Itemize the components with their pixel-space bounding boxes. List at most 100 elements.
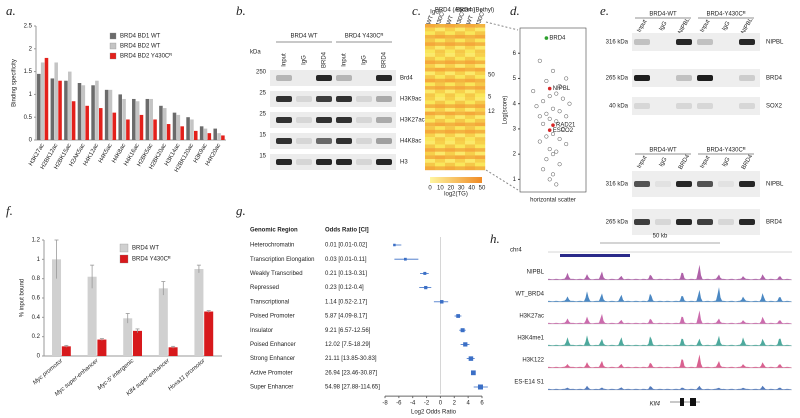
scale-label: 50 kb: [653, 234, 668, 240]
antibody-label: H4K8ac: [400, 139, 421, 145]
heatmap-cell: [435, 67, 446, 72]
bar: [52, 259, 62, 356]
row-odds-ratio: 21.11 [13.85-30.83]: [325, 356, 377, 362]
heatmap-cell: [425, 148, 436, 152]
heatmap-cell: [445, 49, 456, 54]
antibody-label: SOX2: [766, 104, 783, 110]
blot-band: [676, 219, 692, 225]
heatmap-cell: [435, 100, 446, 105]
heatmap-cell: [455, 100, 466, 105]
bar: [139, 114, 144, 140]
x-tick-label: Myc-5' intergenic: [97, 358, 135, 392]
heatmap-cell: [475, 151, 486, 156]
bar: [108, 89, 113, 140]
x-tick-label: Hoxa11 promotor: [167, 358, 207, 393]
bar: [199, 126, 204, 140]
heatmap-cell: [465, 53, 476, 58]
heatmap-cell: [475, 166, 486, 171]
bar: [204, 311, 214, 356]
blot-group: BRD4-Y430Cᴿ: [706, 11, 745, 18]
heatmap-cell: [435, 71, 446, 76]
heatmap-cell: [475, 60, 486, 65]
point: [537, 58, 542, 63]
heatmap-cell: [475, 155, 486, 160]
lane-label: IgG: [721, 156, 731, 168]
y-tick-label: 4: [513, 101, 517, 107]
heatmap-cell: [445, 60, 456, 65]
y-tick-label: 1: [37, 257, 41, 263]
lane-label: Input: [700, 155, 712, 170]
antibody-label: Brd4: [400, 76, 413, 82]
bar: [213, 128, 217, 140]
heatmap-cell: [455, 64, 466, 68]
chrom-label: chr4: [510, 248, 522, 254]
heatmap-cell: [435, 104, 446, 109]
lane-label: BRD4: [678, 153, 692, 170]
heatmap-cell: [425, 129, 436, 134]
y-tick-label: 1: [29, 92, 33, 98]
antibody-label: H3K9ac: [400, 97, 421, 103]
lane-label: IgG: [302, 55, 308, 65]
x-tick-label: -6: [396, 401, 402, 407]
blot-group: BRD4-WT: [649, 12, 677, 18]
point: [557, 162, 562, 167]
colorbar-tick: 30: [458, 186, 465, 192]
antibody-label: BRD4: [766, 76, 783, 82]
row-region: Poised Promoter: [250, 314, 295, 320]
heatmap-cell: [455, 89, 466, 94]
point: [537, 114, 542, 119]
point: [554, 119, 559, 124]
heatmap-cell: [435, 122, 446, 127]
heatmap-cell: [475, 53, 486, 58]
bar: [172, 112, 177, 140]
marker-label: 25: [259, 91, 266, 97]
heatmap-cell: [475, 49, 486, 54]
x-tick-label: -8: [382, 401, 388, 407]
antibody-label: H3K27ac: [400, 118, 425, 124]
heatmap-cell: [465, 133, 476, 138]
row-region: Repressed: [250, 285, 279, 291]
y-tick-label: 2.5: [24, 24, 33, 30]
signal-track: [548, 310, 792, 324]
point: [550, 131, 556, 137]
heatmap-cell: [465, 144, 476, 149]
blot-group: BRD4 WT: [291, 34, 318, 40]
heatmap-cell: [445, 45, 456, 50]
heatmap-cell: [475, 27, 486, 32]
point: [550, 68, 556, 73]
point: [544, 134, 549, 139]
highlight-point: [547, 86, 552, 91]
row-odds-ratio: 54.98 [27.88-114.65]: [325, 385, 380, 391]
y-tick-label: 0.4: [32, 315, 41, 321]
highlight-point: [544, 36, 549, 40]
row-region: Strong Enhancer: [250, 356, 295, 362]
heatmap-cell: [455, 60, 466, 65]
bar: [190, 119, 194, 140]
blot-strip: [632, 33, 760, 51]
point: [554, 91, 559, 96]
heatmap-cell: [475, 31, 486, 36]
highlight-label: ESCO2: [553, 128, 574, 134]
antibody-label: NIPBL: [766, 182, 784, 188]
heatmap-cell: [455, 82, 466, 87]
heatmap-cell: [445, 71, 456, 76]
heatmap-cell: [465, 56, 476, 61]
row-odds-ratio: 0.21 [0.13-0.31]: [325, 271, 367, 277]
panel-label: a.: [6, 3, 16, 18]
heatmap-cell: [465, 115, 476, 120]
heatmap-cell: [445, 42, 456, 47]
panel-label: b.: [236, 3, 246, 18]
odds-point: [393, 243, 396, 247]
heatmap-cell: [455, 71, 466, 76]
lane-label: BRD4: [741, 153, 755, 170]
legend-label: BRD4 BD2 WT: [120, 44, 161, 50]
heatmap-cell: [455, 38, 466, 43]
x-tick-label: 0: [439, 401, 443, 407]
heatmap-cell: [455, 49, 466, 54]
blot-band: [376, 138, 392, 144]
heatmap-cell: [445, 144, 456, 149]
y-tick-label: 6: [513, 51, 517, 57]
heatmap-cell: [475, 89, 486, 94]
point: [560, 126, 565, 131]
heatmap-cell: [465, 64, 476, 68]
